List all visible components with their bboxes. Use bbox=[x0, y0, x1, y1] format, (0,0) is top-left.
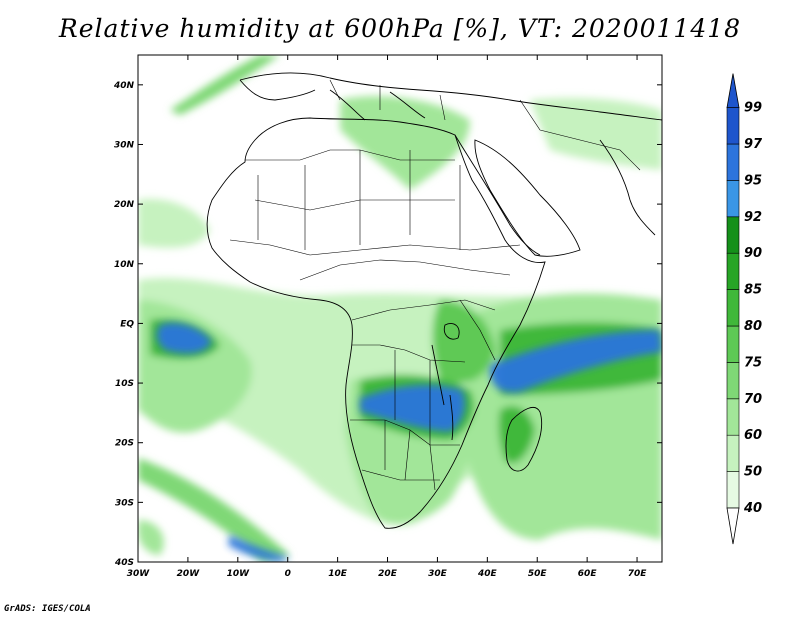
india-coast bbox=[599, 139, 656, 236]
colorbar-level-label: 97 bbox=[744, 137, 763, 152]
africa-coastline bbox=[206, 117, 546, 529]
lon-tick-label: 40E bbox=[477, 569, 498, 579]
latitude-ticks: 40N 30N 20N 10N EQ 10S 20S 30S 40S bbox=[113, 81, 662, 568]
lon-tick-label: 10E bbox=[328, 569, 348, 579]
humid-zone-sw-corner bbox=[138, 520, 164, 555]
lon-tick-label: 30E bbox=[428, 569, 448, 579]
humid-zone-east-africa bbox=[432, 300, 495, 384]
humid-zone-west-africa bbox=[138, 199, 210, 248]
colorbar-top-arrow bbox=[726, 73, 740, 108]
chart-title: Relative humidity at 600hPa [%], VT: 202… bbox=[58, 14, 742, 43]
saturated-core-sw bbox=[228, 535, 290, 562]
lat-tick-label: 20S bbox=[115, 439, 134, 449]
colorbar-segment bbox=[726, 216, 740, 254]
colorbar-level-label: 85 bbox=[744, 283, 762, 298]
italy-balkans bbox=[329, 89, 426, 121]
colorbar-level-label: 70 bbox=[744, 392, 762, 407]
colorbar-level-label: 40 bbox=[743, 501, 762, 516]
colorbar-level-label: 60 bbox=[744, 428, 762, 443]
iberia bbox=[239, 79, 316, 101]
colorbar-level-label: 80 bbox=[744, 319, 762, 334]
humid-zone-mediterranean bbox=[340, 96, 470, 190]
colorbar-level-label: 50 bbox=[744, 465, 762, 480]
colorbar-segment bbox=[726, 252, 740, 290]
lon-tick-label: 30W bbox=[127, 569, 151, 579]
lat-tick-label: 40N bbox=[113, 81, 135, 91]
lon-tick-label: 50E bbox=[528, 569, 548, 579]
lat-tick-label: 30S bbox=[115, 498, 134, 508]
europe-coastline bbox=[239, 72, 662, 121]
colorbar-segment bbox=[726, 325, 740, 363]
coastline bbox=[206, 72, 662, 529]
lake-malawi bbox=[449, 394, 454, 441]
lake-victoria bbox=[443, 323, 460, 340]
colorbar-segment bbox=[726, 398, 740, 436]
colorbar-segment bbox=[726, 434, 740, 472]
colorbar-segment bbox=[726, 362, 740, 400]
lat-tick-label: 10S bbox=[115, 379, 134, 389]
colorbar: 40 50 60 70 75 80 85 90 92 95 97 99 bbox=[726, 73, 763, 545]
colorbar-level-label: 90 bbox=[744, 246, 762, 261]
lon-tick-label: 0 bbox=[285, 569, 291, 579]
arabian-peninsula bbox=[474, 139, 581, 257]
grads-credit: GrADS: IGES/COLA bbox=[4, 604, 91, 614]
lat-tick-label: 20N bbox=[114, 200, 135, 210]
humid-zone-sw-band bbox=[138, 458, 290, 562]
longitude-ticks: 30W 20W 10W 0 10E 20E 30E 40E 50E 60E 70E bbox=[127, 55, 647, 579]
saturated-core-indian bbox=[489, 330, 662, 393]
colorbar-level-label: 92 bbox=[744, 210, 762, 225]
lon-tick-label: 20W bbox=[177, 569, 201, 579]
madagascar-coastline bbox=[505, 407, 543, 472]
colorbar-segment bbox=[726, 180, 740, 218]
colorbar-segment bbox=[726, 143, 740, 181]
lat-tick-label: 30N bbox=[114, 140, 135, 150]
lon-tick-label: 20E bbox=[378, 569, 398, 579]
lat-tick-label: EQ bbox=[120, 319, 134, 329]
colorbar-segment bbox=[726, 289, 740, 327]
humid-core-madagascar bbox=[498, 406, 535, 464]
lat-tick-label: 10N bbox=[114, 260, 135, 270]
country-borders bbox=[229, 79, 641, 491]
lon-tick-label: 70E bbox=[628, 569, 648, 579]
lat-tick-label: 40S bbox=[114, 558, 134, 568]
humid-zone-arabia bbox=[530, 98, 662, 170]
humid-zone-west-atlantic-jet bbox=[170, 55, 280, 115]
colorbar-level-label: 95 bbox=[744, 173, 762, 188]
lon-tick-label: 10W bbox=[227, 569, 251, 579]
red-sea bbox=[454, 134, 541, 256]
lon-tick-label: 60E bbox=[578, 569, 598, 579]
colorbar-segment bbox=[726, 471, 740, 509]
saturated-core-zambia bbox=[360, 384, 466, 432]
colorbar-level-label: 99 bbox=[744, 101, 762, 116]
lake-tanganyika bbox=[431, 344, 445, 406]
colorbar-bottom-arrow bbox=[726, 507, 740, 545]
humidity-field bbox=[138, 55, 662, 562]
saturated-core-atlantic bbox=[156, 322, 212, 354]
colorbar-segment bbox=[726, 107, 740, 145]
colorbar-level-label: 75 bbox=[744, 355, 762, 370]
plot-frame bbox=[137, 54, 663, 563]
